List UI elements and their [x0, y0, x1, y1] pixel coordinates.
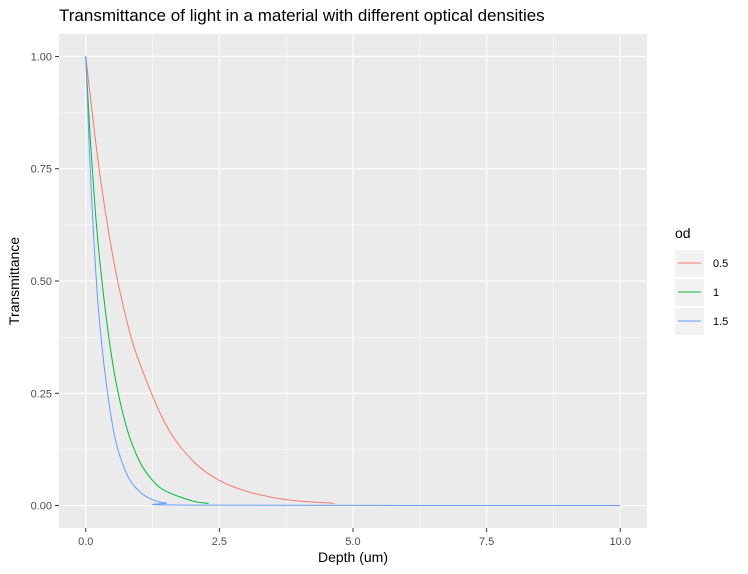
x-tick-label: 10.0 — [610, 536, 631, 548]
legend-title: od — [675, 225, 691, 241]
series-line-od-0.5 — [85, 56, 335, 504]
series-line-od-1 — [85, 56, 209, 504]
legend-label: 1.5 — [713, 316, 728, 328]
x-tick-label: 2.5 — [212, 536, 227, 548]
legend-label: 0.5 — [713, 258, 728, 270]
y-axis-label: Transmittance — [6, 237, 22, 325]
chart-title: Transmittance of light in a material wit… — [59, 6, 545, 25]
y-tick-label: 0.25 — [31, 388, 52, 400]
legend-keys: 0.5 1 1.5 — [675, 250, 728, 335]
series-layer — [85, 56, 621, 507]
y-tick-label: 0.50 — [31, 276, 52, 288]
x-axis-label: Depth (um) — [318, 549, 388, 565]
x-tick-label: 5.0 — [345, 536, 360, 548]
x-tick-label: 0.0 — [78, 536, 93, 548]
legend: od 0.5 1 1.5 — [675, 225, 728, 335]
x-axis: 0.0 2.5 5.0 7.5 10.0 — [78, 528, 631, 548]
legend-label: 1 — [713, 287, 719, 299]
series-line-od-1.5 — [85, 56, 621, 507]
y-tick-label: 1.00 — [31, 51, 52, 63]
y-tick-label: 0.00 — [31, 501, 52, 513]
y-tick-label: 0.75 — [31, 164, 52, 176]
x-tick-label: 7.5 — [479, 536, 494, 548]
y-axis: 0.00 0.25 0.50 0.75 1.00 — [31, 51, 59, 513]
